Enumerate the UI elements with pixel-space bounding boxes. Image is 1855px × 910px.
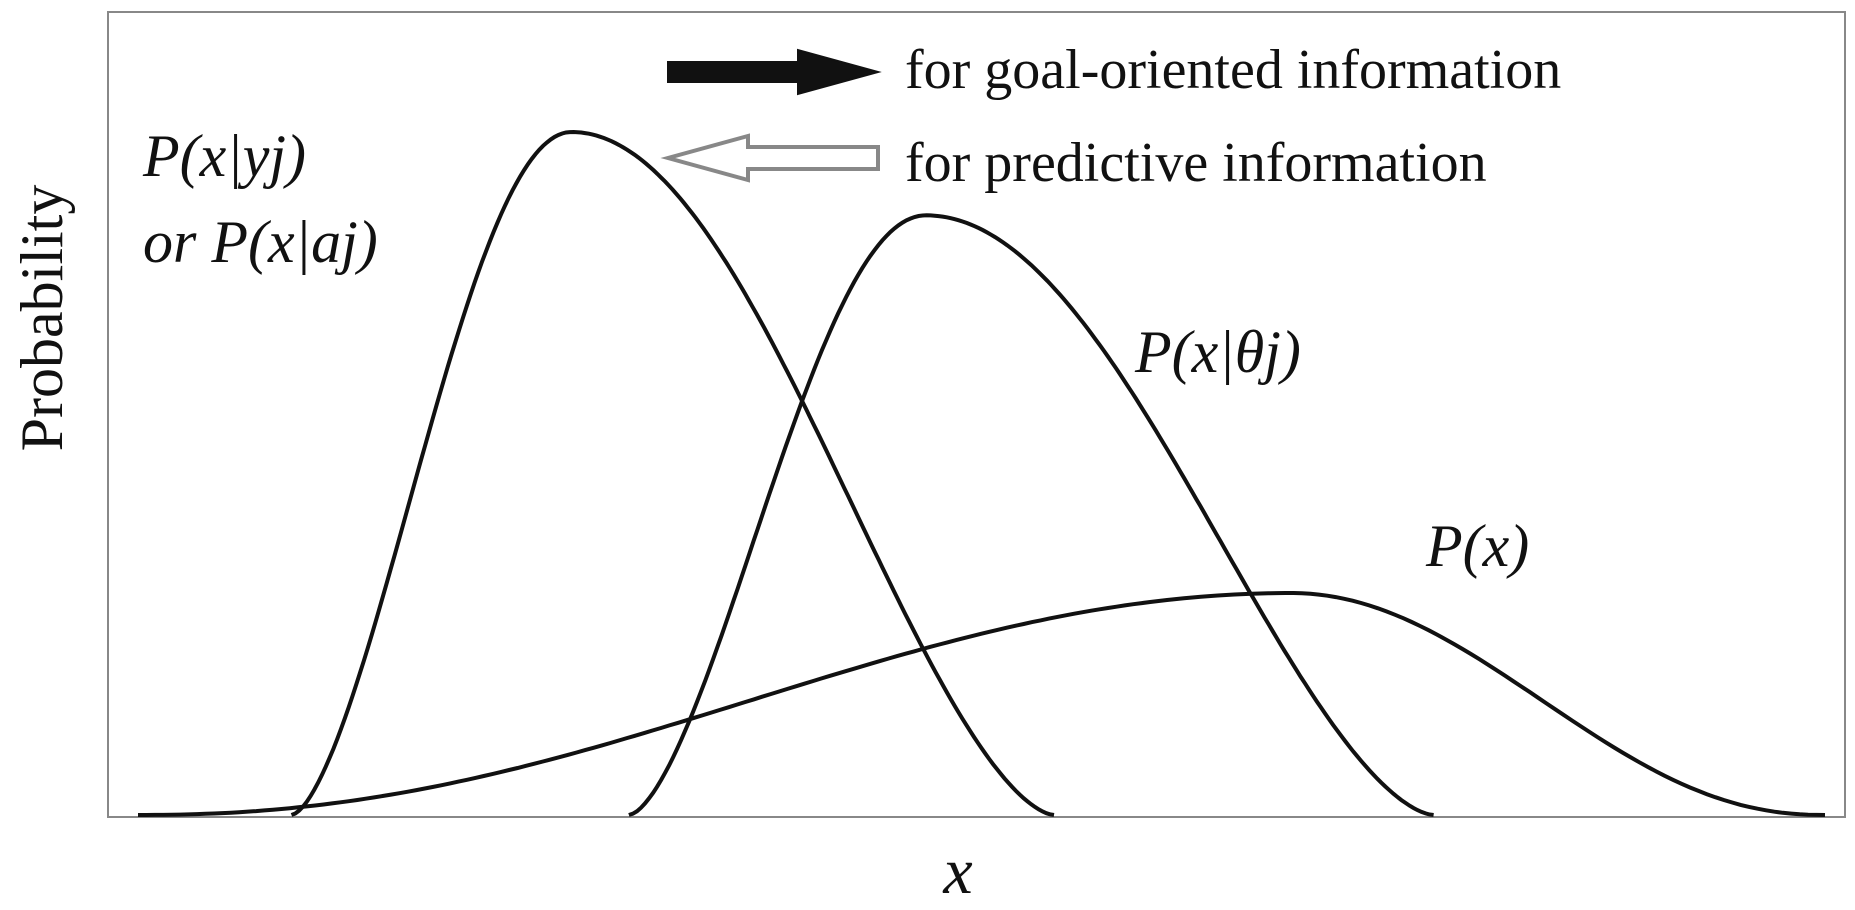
- legend-goal-oriented: for goal-oriented information: [667, 39, 1561, 101]
- plot-frame: [107, 11, 1846, 818]
- x-axis-label: x: [942, 835, 972, 908]
- curve-p-x-given-yj: [290, 129, 1055, 817]
- y-axis-label: Probability: [9, 185, 75, 452]
- curve-label-p-x: P(x): [1425, 513, 1529, 579]
- filled-arrow-right-icon: [667, 48, 882, 96]
- legend-label-predictive: for predictive information: [905, 132, 1487, 194]
- hollow-arrow-left-icon: [660, 133, 880, 183]
- legend-predictive: for predictive information: [660, 132, 1487, 194]
- curve-label-or-p-x-given-aj: or P(x|aj): [143, 209, 378, 275]
- curve-p-x-given-theta-j: [628, 213, 1434, 817]
- curve-p-x: [138, 591, 1826, 817]
- curve-label-p-x-given-yj: P(x|yj): [142, 123, 306, 189]
- curve-label-p-x-given-theta-j: P(x|θj): [1134, 319, 1301, 385]
- legend-label-goal-oriented: for goal-oriented information: [905, 39, 1561, 101]
